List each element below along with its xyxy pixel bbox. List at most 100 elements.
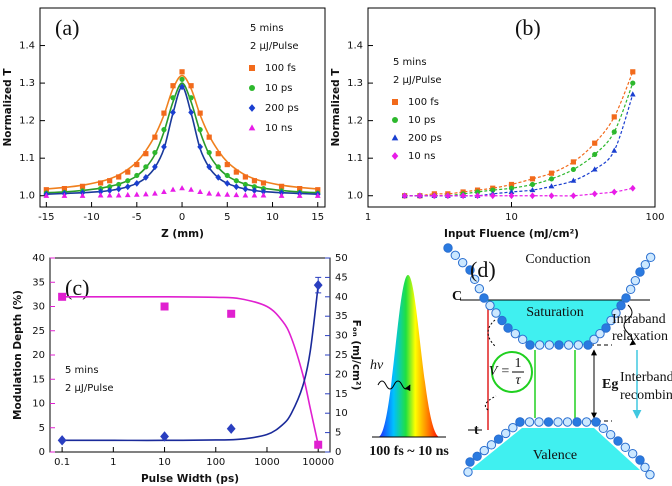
marker: [260, 188, 267, 195]
marker: [179, 83, 185, 91]
marker: [460, 192, 466, 200]
marker: [611, 129, 617, 135]
marker: [57, 435, 67, 446]
y-axis-label: Modulation Depth (%): [12, 290, 24, 420]
band-state: [572, 417, 582, 427]
y2-tick-label: 20: [335, 369, 348, 380]
marker: [548, 170, 555, 176]
gap-label: Eg: [602, 377, 618, 392]
saturation-label: Saturation: [526, 305, 584, 320]
marker: [133, 191, 140, 197]
marker: [529, 181, 536, 188]
band-state: [486, 440, 497, 450]
marker: [142, 191, 149, 197]
band-state: [524, 417, 535, 427]
y2-tick-label: 0: [335, 447, 341, 458]
marker: [179, 76, 185, 82]
diagram: (d) Conduction Saturation C Intraband re…: [369, 243, 672, 480]
x-tick-label: 10: [505, 212, 518, 223]
marker: [160, 302, 169, 311]
marker: [591, 166, 598, 172]
band-state: [630, 275, 641, 286]
marker: [548, 183, 555, 189]
band-state: [534, 417, 544, 427]
band-state: [635, 455, 645, 465]
marker: [79, 183, 86, 189]
marker: [570, 192, 577, 200]
marker: [529, 192, 536, 200]
marker: [260, 180, 267, 186]
y2-tick-label: 15: [335, 389, 348, 400]
band-state: [635, 267, 645, 277]
marker: [242, 192, 249, 198]
marker: [206, 163, 213, 171]
band-state: [645, 252, 656, 263]
y-tick-label: 1.0: [19, 191, 35, 202]
band-state: [591, 417, 601, 427]
note: 5 mins: [250, 23, 284, 34]
legend-marker: [391, 134, 399, 141]
y2-tick-label: 10: [335, 408, 348, 419]
marker: [251, 192, 258, 198]
marker: [116, 181, 122, 188]
marker: [179, 69, 185, 75]
relaxation-arrow: [623, 304, 637, 346]
x-tick-label: 10000: [302, 457, 334, 468]
y2-tick-label: 25: [335, 350, 348, 361]
marker: [260, 192, 267, 198]
band-state: [601, 323, 611, 333]
note: 2 μJ/Pulse: [65, 383, 114, 394]
marker: [143, 151, 149, 157]
marker: [152, 163, 158, 171]
band-state: [605, 429, 616, 440]
band-state: [465, 457, 475, 467]
x-tick-label: 10: [158, 457, 171, 468]
time-label: t: [474, 423, 479, 438]
marker: [233, 169, 239, 175]
valence-region: [470, 428, 640, 470]
band-state: [493, 434, 504, 444]
band-state: [554, 340, 564, 350]
x-tick-label: -15: [38, 212, 54, 223]
legend-label: 100 fs: [265, 63, 296, 74]
marker: [233, 183, 240, 191]
band-state: [479, 293, 489, 303]
x-tick-label: 0.1: [54, 457, 70, 468]
x-tick-label: 10: [266, 212, 279, 223]
marker: [242, 181, 248, 188]
marker: [611, 188, 618, 196]
marker: [179, 185, 185, 191]
marker: [570, 159, 577, 165]
y-tick-label: 1.1: [19, 153, 35, 164]
band-state: [598, 423, 609, 434]
y-tick-label: 1.4: [19, 41, 35, 52]
marker: [134, 161, 140, 168]
valence-label: Valence: [533, 448, 577, 463]
y-tick-label: 1.3: [19, 78, 35, 89]
band-state: [465, 265, 475, 275]
panel-label: (d): [470, 257, 496, 282]
y-tick-label: 20: [32, 350, 45, 361]
band-state: [469, 274, 480, 285]
band-state: [443, 243, 453, 253]
y2-tick-label: 5: [335, 428, 341, 439]
marker: [315, 187, 321, 193]
legend-marker: [248, 124, 256, 131]
marker: [529, 186, 536, 193]
x-tick-label: 100: [645, 212, 664, 223]
x-axis-label: Input Fluence (mJ/cm²): [444, 228, 579, 240]
marker: [611, 114, 617, 120]
fit-line: [404, 187, 633, 197]
x-tick-label: 0: [179, 212, 185, 223]
interband-label: Interband: [620, 370, 672, 385]
legend-marker: [248, 104, 256, 112]
band-state: [562, 417, 573, 427]
marker: [570, 166, 577, 173]
band-state: [457, 257, 468, 268]
band-state: [640, 259, 651, 270]
marker: [490, 187, 496, 193]
y2-tick-label: 35: [335, 311, 348, 322]
marker: [170, 186, 176, 192]
x-tick-label: 1: [110, 457, 116, 468]
band-state: [544, 340, 555, 350]
